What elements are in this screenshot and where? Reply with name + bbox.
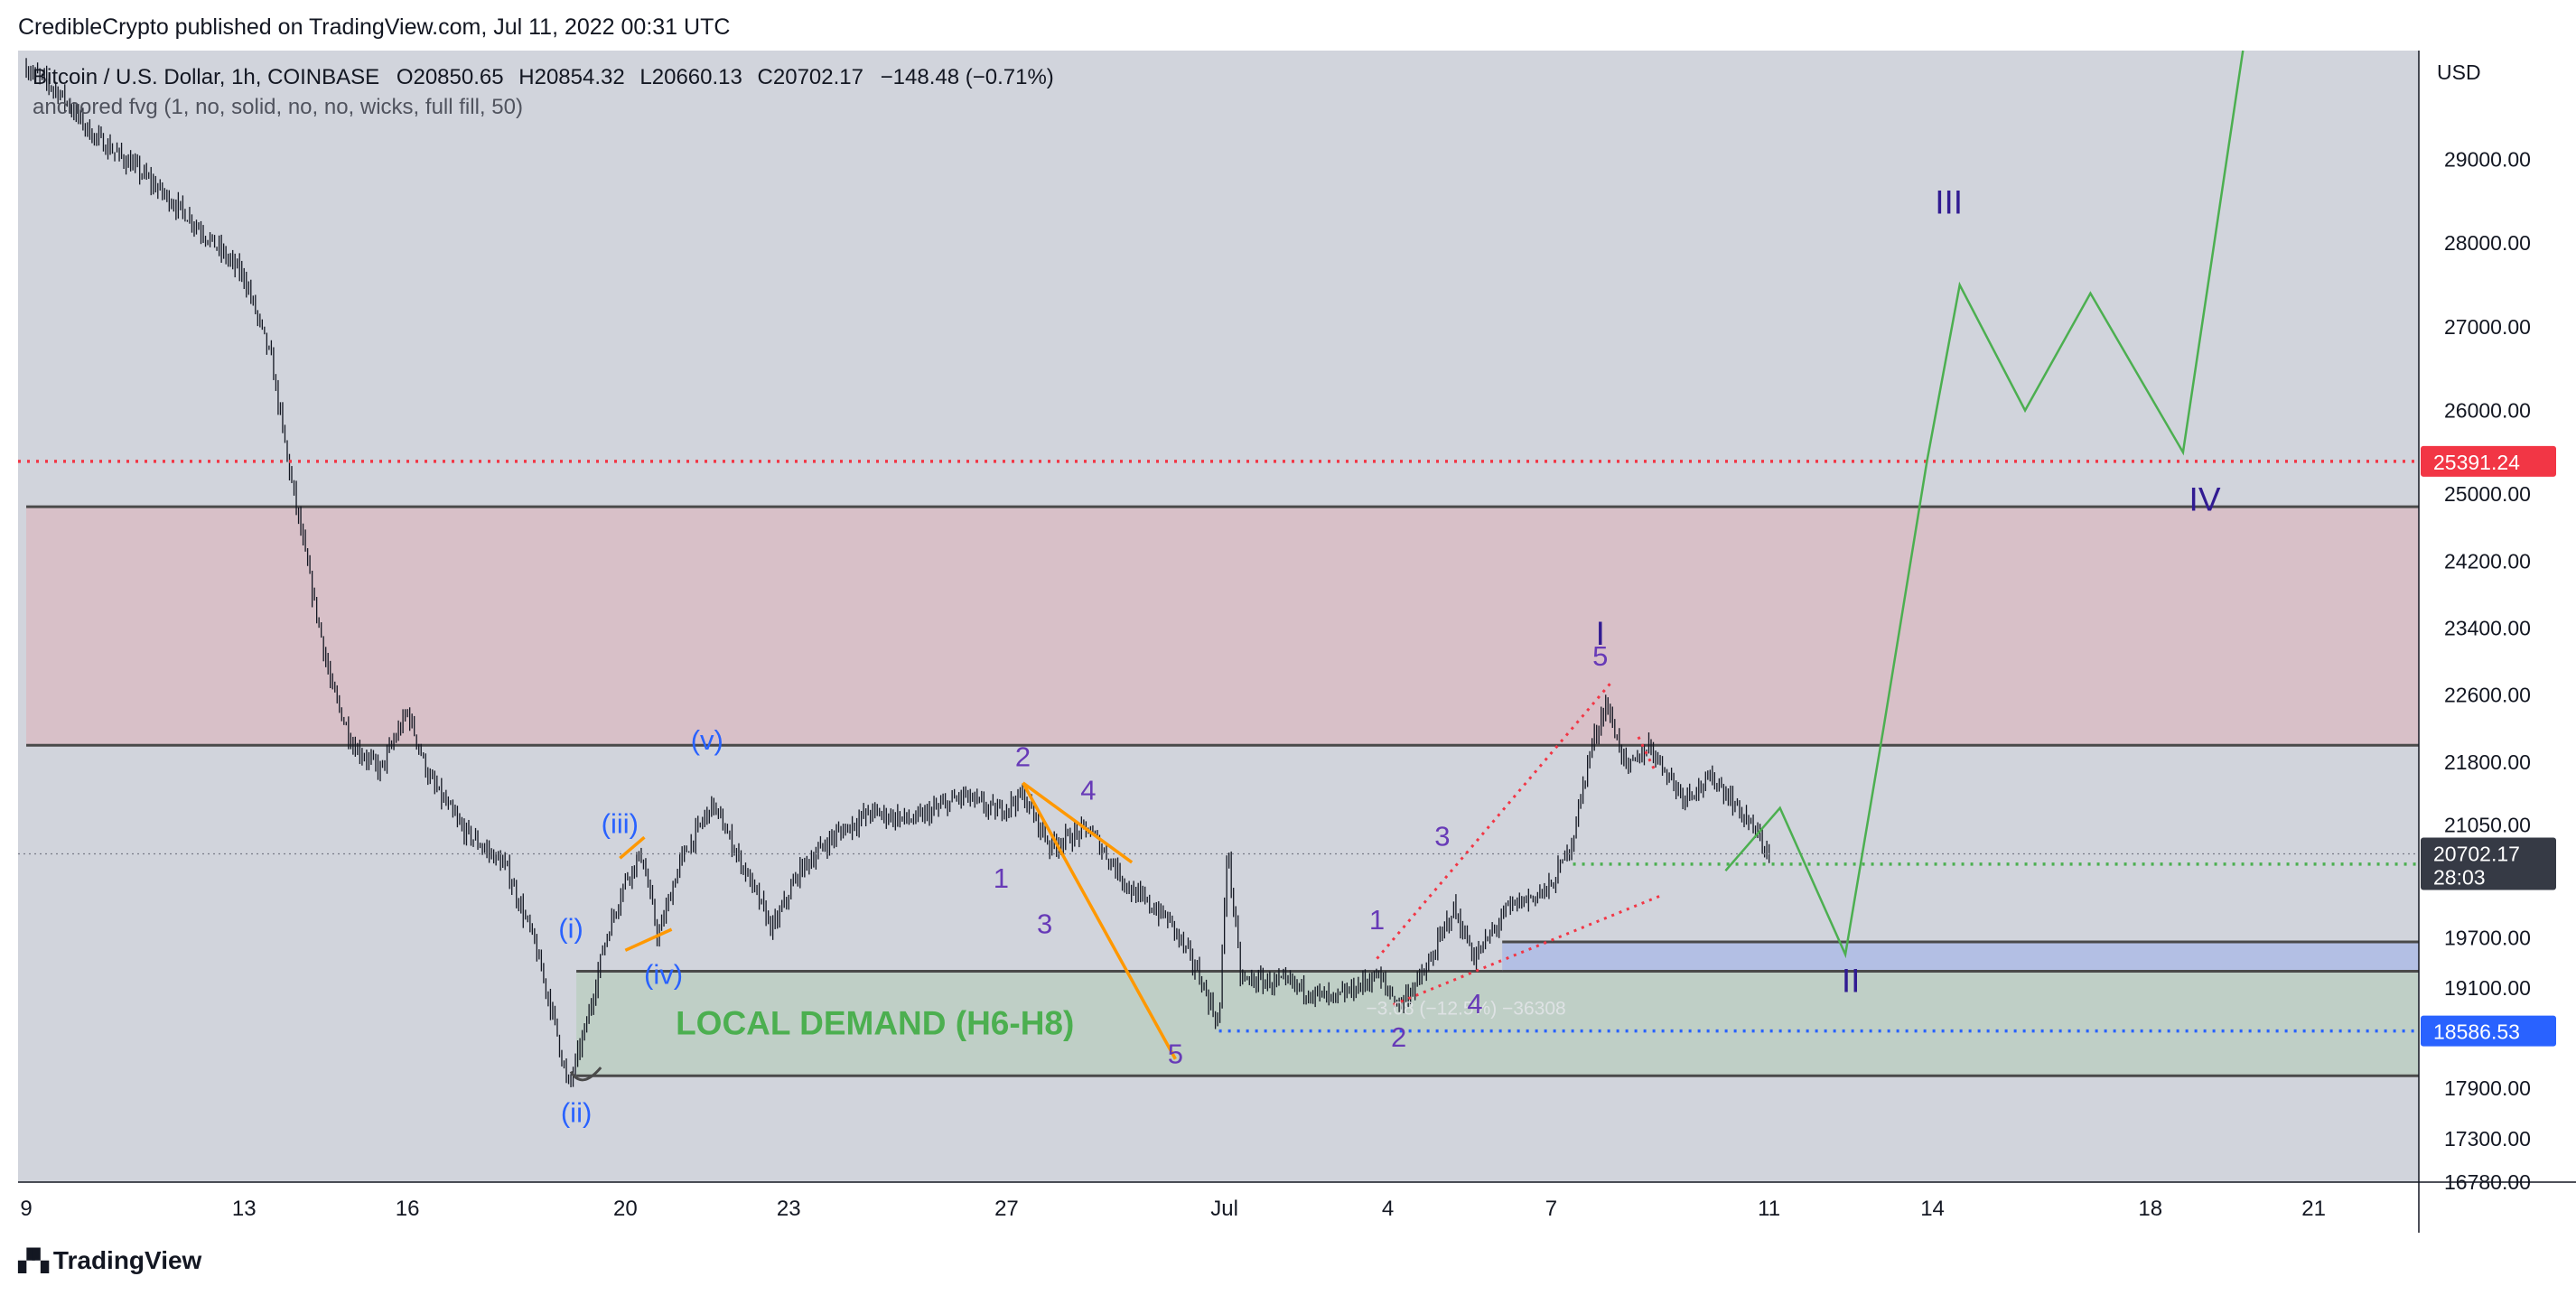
last-price-tag	[2421, 837, 2556, 890]
legend-open: 20850.65	[413, 65, 503, 89]
wave-label: 4	[1080, 774, 1096, 806]
y-tick-label: 22600.00	[2444, 684, 2531, 707]
countdown-label: 28:03	[2433, 866, 2486, 890]
wave-ii-arc	[569, 1067, 602, 1082]
y-tick-label: 19100.00	[2444, 976, 2531, 1000]
wave-label: 1	[994, 862, 1009, 894]
y-tick-label: 17300.00	[2444, 1127, 2531, 1151]
x-tick-label: 4	[1382, 1197, 1394, 1221]
y-tick-label: 25000.00	[2444, 482, 2531, 506]
red-dotted-trendline	[1637, 736, 1657, 771]
x-tick-label: 21	[2301, 1197, 2326, 1221]
y-tick-label: 17900.00	[2444, 1076, 2531, 1100]
price-unit-label: USD	[2437, 61, 2481, 84]
y-tick-label: 16780.00	[2444, 1170, 2531, 1194]
x-tick-label: 20	[613, 1197, 638, 1221]
wave-label: (i)	[558, 912, 583, 944]
wave-label: III	[1935, 184, 1963, 221]
price-tag	[2421, 445, 2556, 477]
zone-local-demand	[576, 971, 2420, 1076]
wave-label: (iii)	[602, 808, 639, 840]
projection-path	[1724, 50, 2245, 959]
price-chart[interactable]: LOCAL DEMAND (H6-H8) −3.08 (−12.5%) −363…	[0, 0, 2576, 1237]
legend-close-label: C	[758, 65, 773, 89]
x-tick-label: Jul	[1210, 1197, 1238, 1221]
legend-low: 20660.13	[652, 65, 742, 89]
wave-label: I	[1596, 615, 1605, 652]
tradingview-brand: TradingView	[52, 1246, 202, 1274]
legend-high: 20854.32	[535, 65, 625, 89]
price-tag-label: 18586.53	[2433, 1020, 2520, 1044]
y-tick-label: 21800.00	[2444, 750, 2531, 774]
x-tick-label: 16	[396, 1197, 420, 1221]
zone-label-local-demand: LOCAL DEMAND (H6-H8)	[676, 1004, 1074, 1041]
y-tick-label: 23400.00	[2444, 616, 2531, 639]
wave-label: IV	[2189, 481, 2221, 518]
candles-layer	[25, 58, 1770, 1087]
chart-legend: Bitcoin / U.S. Dollar, 1h, COINBASE O208…	[33, 65, 1054, 119]
wave-label: 3	[1434, 820, 1450, 852]
x-tick-label: 13	[232, 1197, 257, 1221]
levels-layer	[18, 460, 2419, 1033]
price-axis[interactable]	[2419, 51, 2576, 1182]
x-tick-label: 14	[1920, 1197, 1945, 1221]
drawings-layer: −3.08 (−12.5%) −36308	[569, 50, 2245, 1082]
x-tick-label: 11	[1758, 1197, 1780, 1221]
y-tick-label: 26000.00	[2444, 399, 2531, 423]
wave-label: 5	[1592, 640, 1608, 672]
y-tick-label: 24200.00	[2444, 549, 2531, 573]
red-dotted-trendline	[1376, 681, 1612, 960]
y-axis-ticks: 29000.00 28000.00 27000.00 26000.00 25000.00…	[2444, 147, 2531, 1194]
x-axis-ticks: 9 13 16 20 23 27 Jul 4 7 11 14 18 21	[20, 1197, 2326, 1221]
y-tick-label: 27000.00	[2444, 315, 2531, 339]
wave-label: 2	[1391, 1021, 1406, 1053]
zone-supply	[26, 507, 2420, 746]
wedge-trendline	[624, 927, 673, 952]
zones-layer: LOCAL DEMAND (H6-H8)	[26, 505, 2420, 1077]
legend-change: −148.48 (−0.71%)	[881, 65, 1054, 89]
wave-label: II	[1842, 963, 1861, 1000]
svg-text:Bitcoin / U.S. Dollar, 1h, COI: Bitcoin / U.S. Dollar, 1h, COINBASE O208…	[33, 65, 1054, 89]
wave-label: 4	[1467, 988, 1482, 1020]
legend-low-label: L	[639, 65, 651, 89]
legend-close: 20702.17	[773, 65, 863, 89]
legend-open-label: O	[397, 65, 414, 89]
wave-label: 3	[1037, 908, 1052, 940]
wave-label: (iv)	[644, 958, 683, 990]
x-tick-label: 7	[1545, 1197, 1557, 1221]
wave-label: 5	[1168, 1038, 1183, 1069]
wave-label: 1	[1369, 904, 1385, 936]
wedge-trendline	[1022, 781, 1134, 864]
y-tick-label: 29000.00	[2444, 147, 2531, 171]
x-tick-label: 18	[2138, 1197, 2162, 1221]
y-tick-label: 28000.00	[2444, 231, 2531, 255]
legend-indicator: anchored fvg (1, no, solid, no, no, wick…	[33, 95, 523, 119]
legend-high-label: H	[518, 65, 534, 89]
zone-blue-fvg	[1502, 942, 2419, 972]
wave-label: (ii)	[561, 1096, 592, 1128]
wedge-trendline	[1022, 782, 1177, 1060]
tradingview-logo-icon: ▞▚	[18, 1248, 49, 1273]
price-tag	[2421, 1015, 2556, 1047]
y-tick-label: 21050.00	[2444, 813, 2531, 836]
tradingview-logo[interactable]: ▞▚ TradingView	[18, 1246, 201, 1275]
price-tag-label: 25391.24	[2433, 451, 2520, 474]
last-price-label: 20702.17	[2433, 843, 2520, 866]
x-tick-label: 9	[20, 1197, 32, 1221]
x-tick-label: 23	[777, 1197, 801, 1221]
y-tick-label: 19700.00	[2444, 926, 2531, 949]
wedge-trendline	[619, 835, 646, 860]
wave-label: (v)	[691, 724, 723, 756]
publication-credit: CredibleCrypto published on TradingView.…	[18, 14, 731, 40]
x-tick-label: 27	[994, 1197, 1019, 1221]
legend-symbol: Bitcoin / U.S. Dollar, 1h, COINBASE	[33, 65, 379, 89]
measure-readout: −3.08 (−12.5%) −36308	[1366, 999, 1565, 1020]
wave-label: 2	[1015, 741, 1031, 772]
